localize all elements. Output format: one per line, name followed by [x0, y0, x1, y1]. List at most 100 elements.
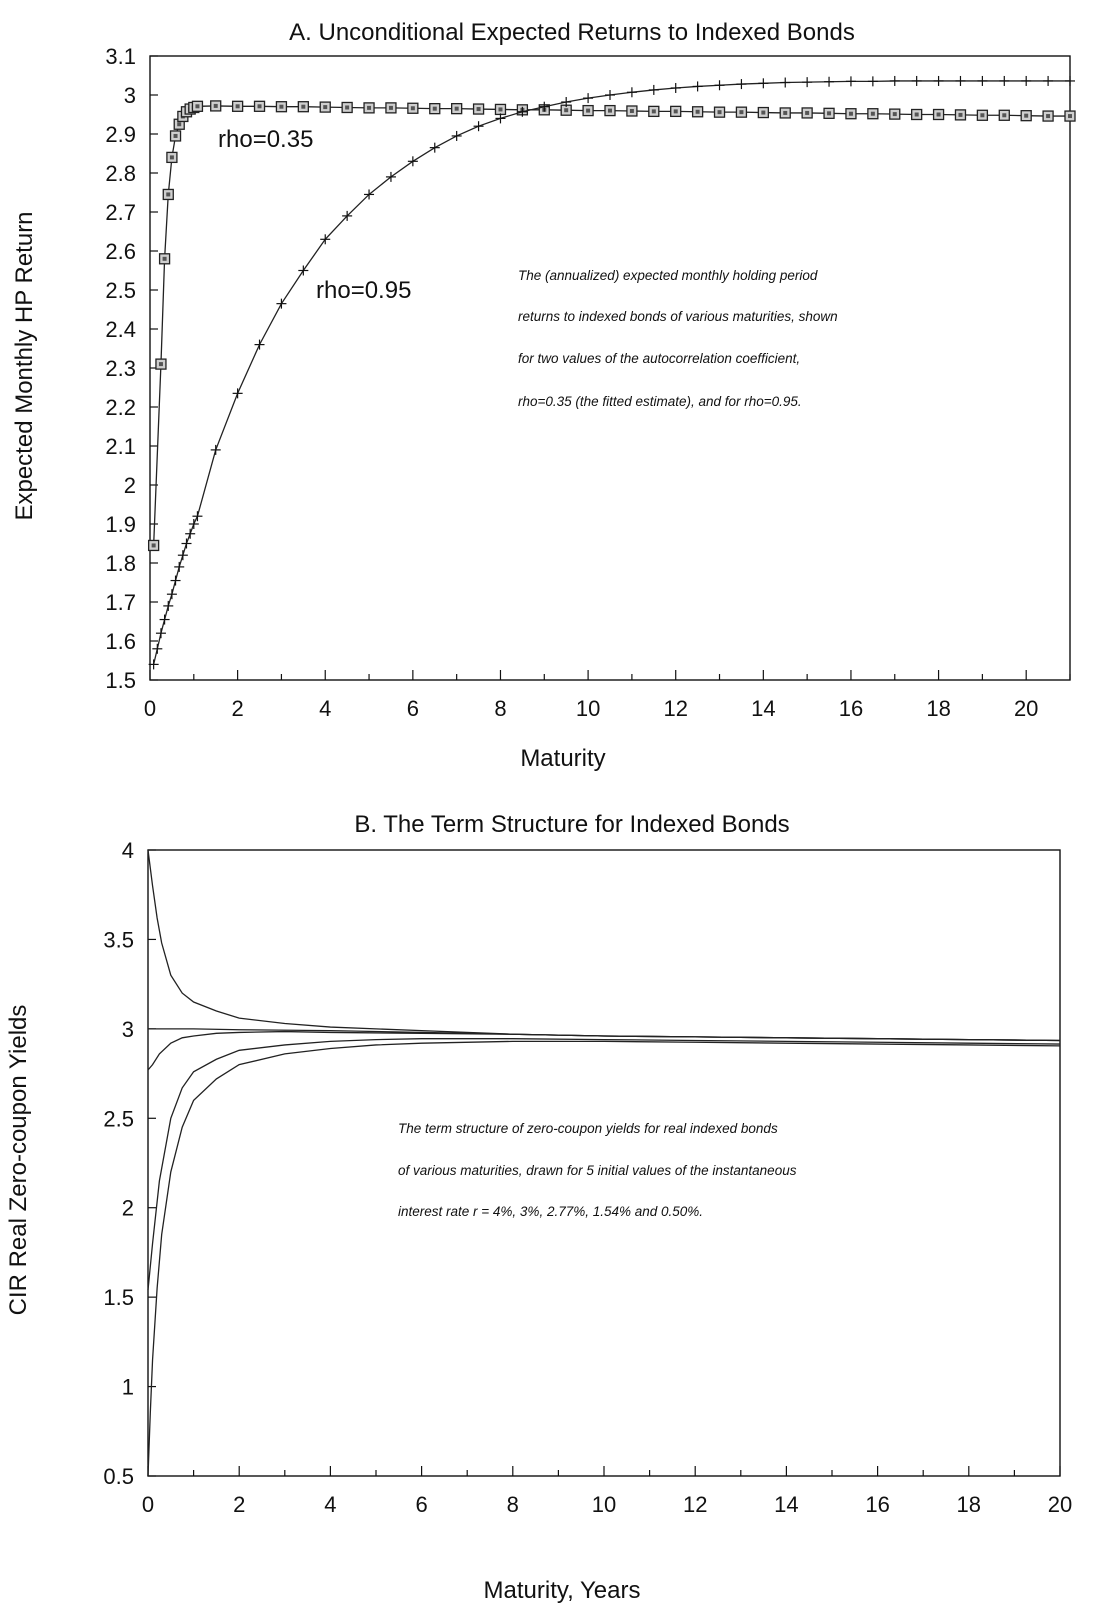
data-point-square	[932, 108, 945, 121]
y-tick-label: 1.5	[105, 668, 136, 693]
data-point-square	[954, 109, 967, 121]
data-point-square	[1042, 110, 1054, 122]
data-point-plus	[177, 550, 188, 561]
data-point-square	[147, 539, 160, 552]
data-point-square	[472, 103, 485, 115]
panel-a-annotation-line: rho=0.35 (the fitted estimate), and for …	[518, 394, 802, 409]
data-point-square	[385, 102, 397, 114]
y-tick-label: 2.6	[105, 239, 136, 264]
series-label-rho-035: rho=0.35	[218, 126, 313, 153]
data-point-plus	[780, 77, 791, 88]
y-tick-label: 0.5	[103, 1464, 134, 1489]
yield-curve-line	[147, 1040, 1061, 1477]
data-point-plus	[181, 538, 192, 549]
panel-a-x-axis-label: Maturity	[520, 745, 605, 772]
data-point-plus	[758, 78, 769, 89]
data-point-square	[889, 108, 901, 120]
yield-curve-line	[147, 1038, 1061, 1291]
x-tick-label: 4	[319, 696, 331, 721]
data-point-plus	[320, 234, 331, 245]
y-tick-label: 3	[122, 1017, 134, 1042]
data-point-plus	[159, 614, 170, 625]
data-point-plus	[802, 77, 813, 88]
data-point-plus	[670, 82, 681, 93]
x-tick-label: 2	[233, 1492, 245, 1517]
data-point-square	[1020, 110, 1032, 122]
data-point-plus	[232, 388, 243, 399]
data-point-plus	[192, 511, 203, 522]
x-tick-label: 20	[1048, 1492, 1072, 1517]
data-point-plus	[824, 76, 835, 87]
data-point-square	[155, 358, 167, 370]
data-point-square	[210, 100, 222, 112]
data-point-plus	[648, 84, 659, 95]
data-point-square	[713, 106, 726, 118]
x-tick-label: 14	[774, 1492, 798, 1517]
y-tick-label: 1.5	[103, 1285, 134, 1310]
x-tick-label: 16	[865, 1492, 889, 1517]
data-point-plus	[977, 75, 988, 86]
data-point-plus	[517, 106, 528, 117]
data-point-plus	[152, 643, 163, 654]
data-point-plus	[429, 142, 440, 153]
data-point-square	[429, 103, 441, 115]
data-point-plus	[561, 97, 572, 108]
data-point-square	[735, 106, 748, 118]
x-tick-label: 12	[663, 696, 687, 721]
data-point-plus	[605, 90, 615, 100]
y-tick-label: 2.5	[105, 278, 136, 303]
data-point-plus	[955, 75, 966, 86]
data-point-square	[494, 103, 507, 116]
x-tick-label: 16	[839, 696, 863, 721]
panel-b-series	[147, 849, 1061, 1477]
data-point-plus	[1043, 75, 1054, 86]
panel-b-y-axis-label: CIR Real Zero-coupon Yields	[5, 1005, 32, 1316]
data-point-plus	[210, 444, 221, 455]
data-point-plus	[148, 659, 159, 670]
data-point-plus	[692, 81, 703, 92]
y-tick-label: 2	[124, 473, 136, 498]
x-tick-label: 0	[144, 696, 156, 721]
panel-a-annotation-line: The (annualized) expected monthly holdin…	[518, 268, 818, 283]
panel-a-annotation-line: for two values of the autocorrelation co…	[518, 351, 800, 366]
data-point-plus	[185, 528, 196, 539]
panel-a-series	[147, 75, 1076, 670]
x-tick-label: 20	[1014, 696, 1038, 721]
data-point-square	[976, 109, 989, 121]
data-point-square	[845, 108, 857, 120]
data-point-plus	[364, 189, 375, 200]
data-point-square	[341, 101, 353, 114]
y-tick-label: 1.6	[105, 629, 136, 654]
panel-b-x-axis-label: Maturity, Years	[484, 1577, 641, 1604]
y-tick-label: 2.1	[105, 434, 136, 459]
data-point-square	[691, 106, 704, 118]
data-point-plus	[166, 589, 177, 600]
x-tick-label: 2	[231, 696, 243, 721]
y-tick-label: 2.9	[105, 122, 136, 147]
panel-a-y-axis-label: Expected Monthly HP Return	[11, 211, 38, 520]
data-point-plus	[298, 265, 309, 276]
data-point-square	[801, 107, 813, 119]
data-point-square	[451, 103, 463, 115]
x-tick-label: 10	[592, 1492, 616, 1517]
panel-b-ticks: 0.5 1 1.5 2 2.5 3 3.5 4 0 2 4 6 8 10 12 14 16 18 20	[103, 838, 1072, 1517]
series-rho-035	[147, 100, 1076, 552]
data-point-square	[363, 102, 375, 114]
data-point-plus	[736, 79, 747, 90]
data-point-square	[626, 105, 638, 117]
data-point-square	[275, 101, 288, 113]
data-point-plus	[1021, 75, 1032, 86]
x-tick-label: 14	[751, 696, 775, 721]
x-tick-label: 8	[494, 696, 506, 721]
y-tick-label: 2.3	[105, 356, 136, 381]
data-point-square	[297, 101, 309, 113]
data-point-plus	[155, 628, 166, 639]
data-point-square	[407, 102, 419, 114]
y-tick-label: 3.5	[103, 927, 134, 952]
data-point-square	[779, 107, 791, 119]
data-point-plus	[170, 575, 181, 586]
data-point-plus	[999, 75, 1010, 86]
x-tick-label: 10	[576, 696, 600, 721]
data-point-plus	[407, 156, 418, 167]
y-tick-label: 1.9	[105, 512, 136, 537]
